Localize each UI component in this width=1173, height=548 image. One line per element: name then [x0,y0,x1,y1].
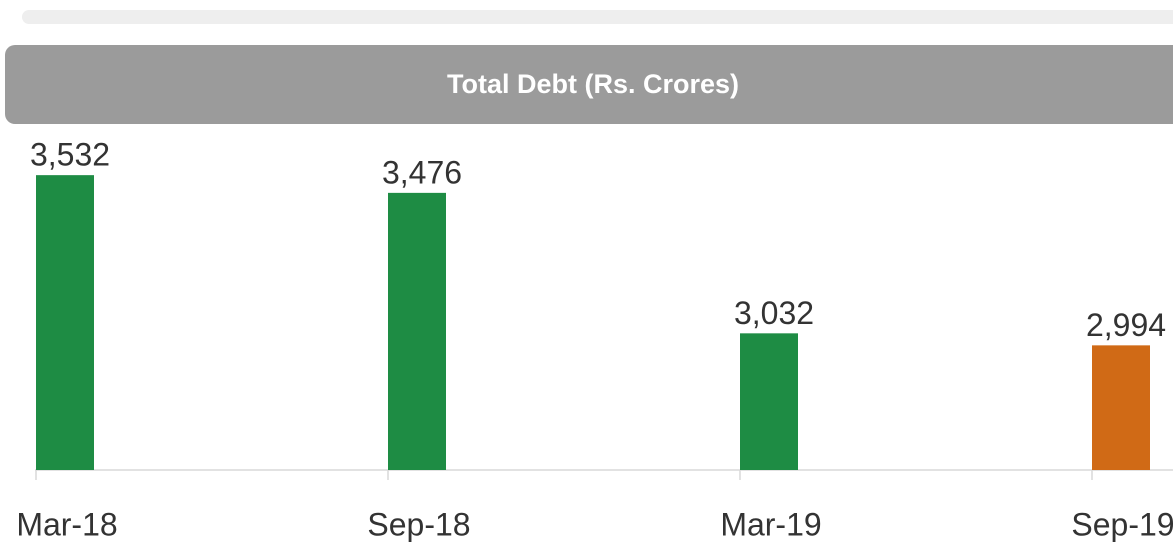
x-tick-label: Sep-18 [367,506,470,542]
x-tick-label: Mar-19 [720,506,821,542]
x-tick-label: Sep-19 [1071,506,1173,542]
bar [388,192,446,470]
bar [1092,345,1150,470]
data-label: 3,476 [382,154,462,190]
bar [36,175,94,470]
data-label: 2,994 [1086,307,1166,343]
data-label: 3,532 [30,137,110,173]
bar [740,333,798,470]
top-bar [22,10,1173,24]
header-box [5,45,1173,124]
x-tick-label: Mar-18 [16,506,117,542]
data-label: 3,032 [734,295,814,331]
chart-title: Total Debt (Rs. Crores) [447,69,739,99]
